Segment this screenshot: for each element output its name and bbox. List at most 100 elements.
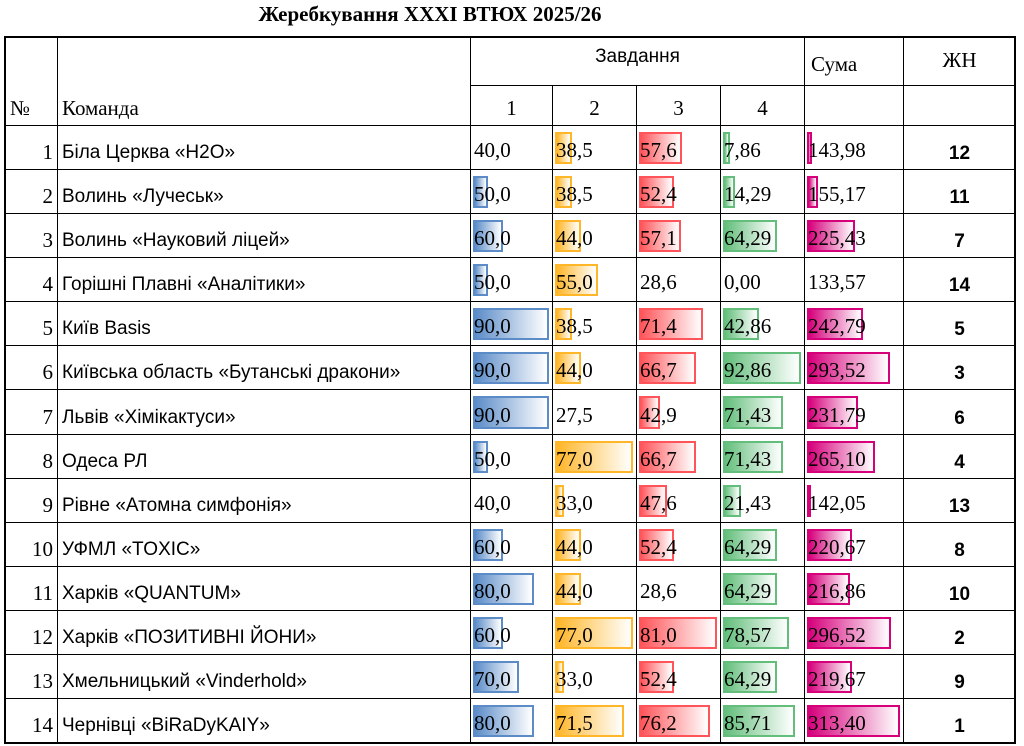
data-bar bbox=[639, 441, 696, 473]
header-cell bbox=[903, 85, 1016, 126]
team-cell: Горішні Плавні «Аналітики» bbox=[57, 257, 471, 302]
sum: 220,67 bbox=[808, 535, 866, 559]
score: 71,43 bbox=[724, 447, 772, 471]
rank: 14 bbox=[948, 275, 971, 296]
rank: 12 bbox=[948, 143, 971, 164]
data-bar bbox=[555, 617, 633, 649]
header-tasks: Завдання bbox=[595, 46, 680, 67]
sum-cell: 143,98 bbox=[804, 125, 904, 170]
score: 21,43 bbox=[724, 491, 772, 515]
score: 52,4 bbox=[640, 667, 677, 691]
score: 38,5 bbox=[556, 138, 593, 162]
score: 80,0 bbox=[474, 579, 511, 603]
score: 50,0 bbox=[474, 270, 511, 294]
score-cell: 55,0 bbox=[552, 257, 637, 302]
score-cell: 14,29 bbox=[720, 169, 805, 214]
team-name: Київська область «Бутанські дракони» bbox=[62, 362, 401, 383]
score: 44,0 bbox=[556, 226, 593, 250]
data-bar bbox=[473, 132, 477, 164]
rank-cell: 5 bbox=[903, 301, 1016, 346]
data-bar bbox=[723, 529, 777, 561]
score-cell: 44,0 bbox=[552, 345, 637, 390]
team-cell: Чернівці «BiRaDyKAIY» bbox=[57, 698, 471, 743]
row-number: 13 bbox=[32, 669, 53, 693]
rank: 11 bbox=[949, 187, 970, 208]
score-cell: 78,57 bbox=[720, 610, 805, 655]
sum-cell: 225,43 bbox=[804, 213, 904, 258]
score-cell: 44,0 bbox=[552, 213, 637, 258]
header-number: № bbox=[10, 96, 31, 120]
score-cell: 57,1 bbox=[636, 213, 721, 258]
score: 7,86 bbox=[724, 138, 761, 162]
data-bar bbox=[639, 705, 710, 737]
team-name: Чернівці «BiRaDyKAIY» bbox=[62, 715, 270, 736]
team-name: Волинь «Лучеськ» bbox=[62, 186, 224, 207]
row-number: 2 bbox=[42, 184, 54, 208]
score-cell: 80,0 bbox=[470, 698, 553, 743]
score: 70,0 bbox=[474, 667, 511, 691]
score-cell: 92,86 bbox=[720, 345, 805, 390]
team-cell: Хмельницький «Vinderhold» bbox=[57, 654, 471, 699]
score-cell: 57,6 bbox=[636, 125, 721, 170]
header-sum: Сума bbox=[811, 52, 858, 76]
score-cell: 21,43 bbox=[720, 478, 805, 523]
score: 40,0 bbox=[474, 138, 511, 162]
score: 50,0 bbox=[474, 447, 511, 471]
data-bar bbox=[639, 176, 675, 208]
data-bar bbox=[555, 396, 559, 429]
score: 92,86 bbox=[724, 358, 772, 382]
row-number-cell: 6 bbox=[5, 345, 58, 390]
score-cell: 38,5 bbox=[552, 125, 637, 170]
team-cell: Біла Церква «H2O» bbox=[57, 125, 471, 170]
score: 85,71 bbox=[724, 711, 772, 735]
row-number-cell: 1 bbox=[5, 125, 58, 170]
data-bar bbox=[807, 264, 811, 296]
score: 57,6 bbox=[640, 138, 677, 162]
data-bar bbox=[723, 617, 789, 649]
data-bar bbox=[723, 176, 735, 208]
score: 78,57 bbox=[724, 623, 772, 647]
score-cell: 64,29 bbox=[720, 566, 805, 611]
data-bar bbox=[807, 132, 813, 164]
score-cell: 28,6 bbox=[636, 566, 721, 611]
row-number-cell: 10 bbox=[5, 522, 58, 567]
score-cell: 47,6 bbox=[636, 478, 721, 523]
score-cell: 64,29 bbox=[720, 654, 805, 699]
row-number: 14 bbox=[32, 713, 53, 737]
data-bar bbox=[555, 573, 581, 605]
score: 33,0 bbox=[556, 667, 593, 691]
team-name: УФМЛ «TOXIC» bbox=[62, 539, 201, 560]
sum-cell: 220,67 bbox=[804, 522, 904, 567]
row-number: 12 bbox=[32, 625, 53, 649]
score-cell: 38,5 bbox=[552, 169, 637, 214]
score: 64,29 bbox=[724, 226, 772, 250]
score-cell: 71,43 bbox=[720, 434, 805, 479]
task-number: 2 bbox=[589, 96, 600, 120]
score: 27,5 bbox=[556, 403, 593, 427]
team-cell: Волинь «Науковий ліцей» bbox=[57, 213, 471, 258]
score-cell: 50,0 bbox=[470, 169, 553, 214]
data-bar bbox=[723, 705, 795, 737]
row-number-cell: 8 bbox=[5, 434, 58, 479]
score-cell: 28,6 bbox=[636, 257, 721, 302]
row-number: 5 bbox=[42, 316, 54, 340]
header-cell: Завдання bbox=[470, 37, 805, 86]
team-cell: Київ Basis bbox=[57, 301, 471, 346]
team-name: Горішні Плавні «Аналітики» bbox=[62, 274, 306, 295]
score-cell: 52,4 bbox=[636, 522, 721, 567]
team-name: Львів «Хімікактуси» bbox=[62, 407, 236, 428]
score-cell: 44,0 bbox=[552, 566, 637, 611]
data-bar bbox=[473, 529, 504, 561]
data-bar bbox=[807, 529, 853, 561]
score-cell: 90,0 bbox=[470, 301, 553, 346]
row-number: 11 bbox=[32, 581, 53, 605]
score-cell: 50,0 bbox=[470, 434, 553, 479]
header-cell: 1 bbox=[470, 85, 553, 126]
row-number: 10 bbox=[32, 537, 53, 561]
score: 90,0 bbox=[474, 358, 511, 382]
sum-cell: 133,57 bbox=[804, 257, 904, 302]
score: 52,4 bbox=[640, 535, 677, 559]
rank: 13 bbox=[948, 496, 971, 517]
score: 81,0 bbox=[640, 623, 677, 647]
data-bar bbox=[473, 485, 477, 517]
